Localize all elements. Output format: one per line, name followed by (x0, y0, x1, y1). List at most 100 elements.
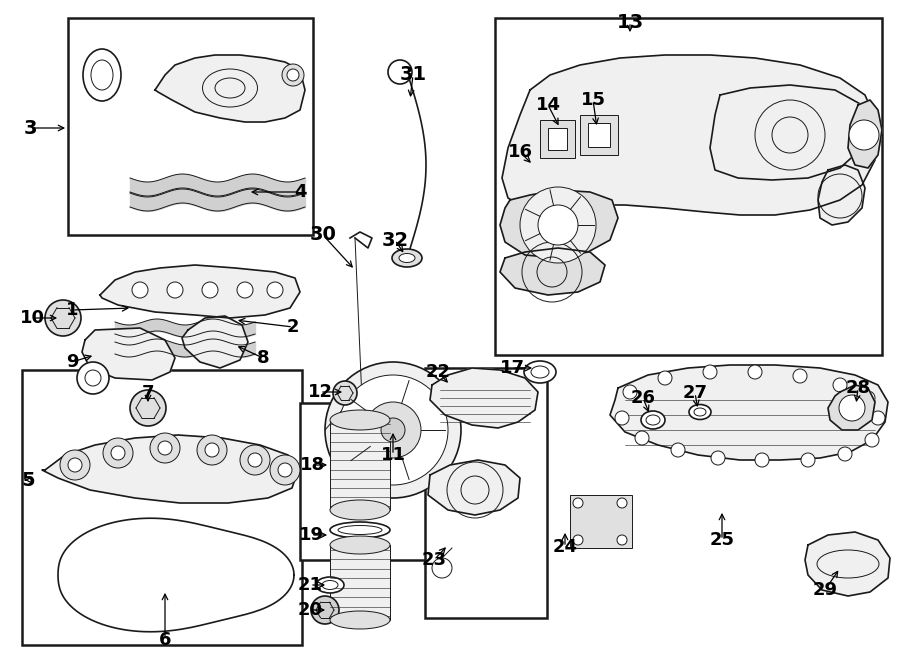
Text: 13: 13 (616, 13, 643, 32)
Bar (330, 545, 390, 620)
Ellipse shape (282, 64, 304, 86)
Text: 3: 3 (23, 118, 37, 138)
Bar (570, 495, 632, 548)
Polygon shape (828, 385, 875, 430)
Circle shape (755, 453, 769, 467)
Bar (580, 115, 618, 155)
Circle shape (158, 441, 172, 455)
Circle shape (861, 391, 875, 405)
Text: 15: 15 (580, 91, 606, 109)
Ellipse shape (646, 415, 660, 425)
Text: 28: 28 (845, 379, 870, 397)
Circle shape (130, 390, 166, 426)
Polygon shape (502, 55, 875, 215)
Text: 26: 26 (631, 389, 655, 407)
Ellipse shape (338, 526, 382, 534)
Circle shape (711, 451, 725, 465)
Circle shape (205, 443, 219, 457)
Bar (548, 128, 567, 150)
Text: 9: 9 (66, 353, 78, 371)
Ellipse shape (524, 361, 556, 383)
Circle shape (45, 300, 81, 336)
Circle shape (793, 369, 807, 383)
Ellipse shape (330, 500, 390, 520)
Ellipse shape (322, 581, 338, 589)
Text: 24: 24 (553, 538, 578, 556)
Text: 20: 20 (298, 601, 322, 619)
Text: 6: 6 (158, 631, 171, 649)
Circle shape (68, 458, 82, 472)
Ellipse shape (91, 60, 113, 90)
Polygon shape (42, 435, 298, 503)
Text: 2: 2 (287, 318, 299, 336)
Ellipse shape (392, 249, 422, 267)
Text: 22: 22 (426, 363, 451, 381)
Polygon shape (818, 165, 865, 225)
Circle shape (617, 498, 627, 508)
Circle shape (365, 402, 421, 458)
Text: 29: 29 (813, 581, 838, 599)
Circle shape (111, 446, 125, 460)
Circle shape (573, 498, 583, 508)
Text: 18: 18 (300, 456, 325, 474)
Circle shape (838, 447, 852, 461)
Circle shape (703, 365, 717, 379)
Circle shape (278, 463, 292, 477)
Polygon shape (82, 328, 175, 380)
Ellipse shape (330, 522, 390, 538)
Text: 1: 1 (66, 301, 78, 319)
Circle shape (833, 378, 847, 392)
Circle shape (658, 371, 672, 385)
Circle shape (615, 411, 629, 425)
Circle shape (85, 370, 101, 386)
Circle shape (197, 435, 227, 465)
Text: 19: 19 (299, 526, 323, 544)
Circle shape (325, 362, 461, 498)
Circle shape (617, 535, 627, 545)
Ellipse shape (287, 69, 299, 81)
Text: 30: 30 (310, 226, 337, 244)
Ellipse shape (83, 49, 121, 101)
Ellipse shape (689, 404, 711, 420)
Text: 27: 27 (682, 384, 707, 402)
Bar (68, 18, 313, 235)
Polygon shape (805, 532, 890, 596)
Circle shape (748, 365, 762, 379)
Circle shape (150, 433, 180, 463)
Circle shape (248, 453, 262, 467)
Circle shape (270, 455, 300, 485)
Bar (425, 368, 547, 618)
Text: 12: 12 (308, 383, 332, 401)
Circle shape (237, 282, 253, 298)
Polygon shape (610, 365, 888, 460)
Circle shape (849, 120, 879, 150)
Polygon shape (100, 265, 300, 318)
Circle shape (381, 418, 405, 442)
Ellipse shape (330, 410, 390, 430)
Text: 10: 10 (20, 309, 44, 327)
Text: 32: 32 (382, 230, 409, 250)
Circle shape (77, 362, 109, 394)
Text: 11: 11 (381, 446, 406, 464)
Circle shape (167, 282, 183, 298)
Circle shape (865, 433, 879, 447)
Bar (330, 420, 390, 510)
Circle shape (623, 385, 637, 399)
Ellipse shape (531, 366, 549, 378)
Circle shape (240, 445, 270, 475)
Ellipse shape (330, 536, 390, 554)
Ellipse shape (330, 611, 390, 629)
Circle shape (103, 438, 133, 468)
Bar (540, 120, 575, 158)
Bar (300, 403, 480, 560)
Polygon shape (710, 85, 868, 180)
Ellipse shape (694, 408, 706, 416)
Circle shape (520, 187, 596, 263)
Text: 14: 14 (536, 96, 561, 114)
Polygon shape (848, 100, 882, 168)
Bar (22, 370, 302, 645)
Circle shape (635, 431, 649, 445)
Text: 17: 17 (500, 359, 525, 377)
Circle shape (333, 381, 357, 405)
Polygon shape (430, 368, 538, 428)
